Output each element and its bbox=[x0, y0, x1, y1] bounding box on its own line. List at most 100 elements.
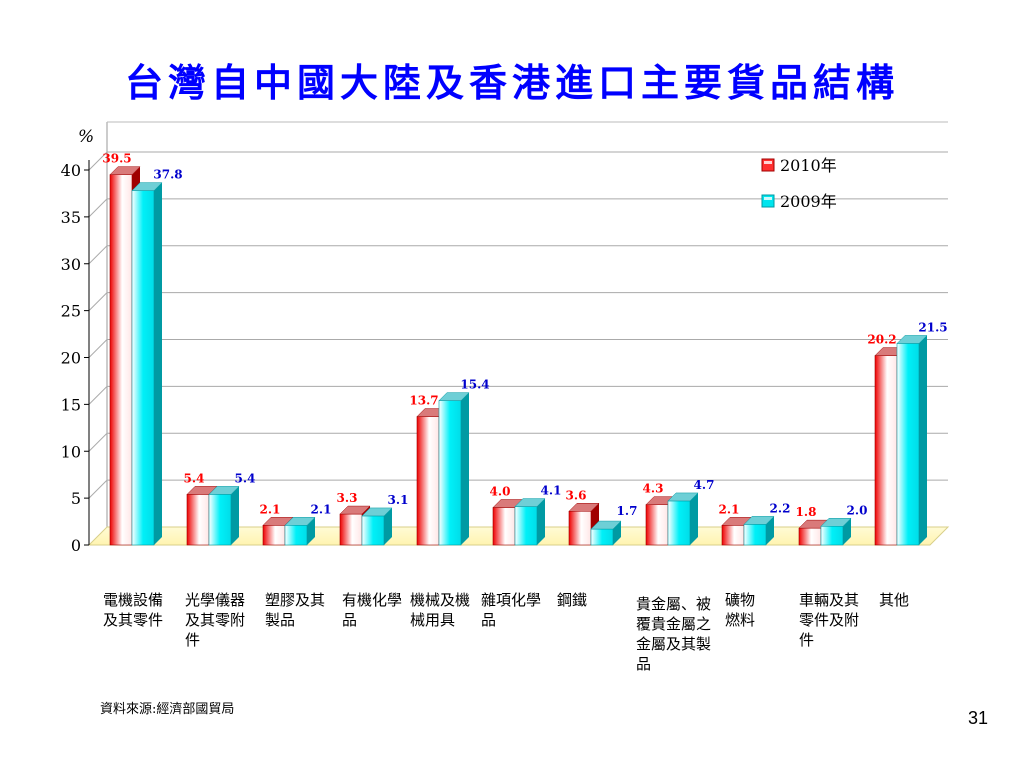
bar-2009 bbox=[667, 492, 699, 546]
gridline-diag bbox=[88, 151, 108, 171]
page-number: 31 bbox=[967, 708, 988, 728]
bar-2009 bbox=[131, 182, 163, 546]
source-note: 資料來源:經濟部國貿局 bbox=[100, 702, 235, 717]
bar-2009 bbox=[820, 518, 852, 546]
x-category-label: 有機化學品 bbox=[342, 591, 403, 629]
bar-front bbox=[186, 494, 210, 546]
data-label: 3.1 bbox=[388, 493, 409, 507]
data-label: 4.1 bbox=[541, 484, 562, 498]
bar-top bbox=[284, 517, 316, 526]
bar-2009 bbox=[743, 516, 775, 546]
bar-2009 bbox=[438, 392, 470, 546]
bar-side bbox=[766, 516, 774, 545]
bar-front bbox=[820, 525, 844, 546]
data-label: 20.2 bbox=[867, 333, 896, 347]
y-tick-label: 5 bbox=[71, 489, 81, 508]
bar-side bbox=[384, 507, 392, 545]
y-tick-label: 0 bbox=[71, 536, 81, 555]
data-label: 4.3 bbox=[643, 482, 664, 496]
bar-2009 bbox=[896, 335, 928, 546]
legend-item: 2009年 bbox=[761, 192, 837, 211]
data-label: 4.0 bbox=[490, 485, 511, 499]
bar-2009 bbox=[514, 498, 546, 546]
bar-side bbox=[307, 517, 315, 545]
y-tick-label: 20 bbox=[61, 349, 81, 368]
gridline-diag bbox=[88, 386, 108, 405]
bar-front bbox=[896, 343, 920, 546]
y-tick-label: 10 bbox=[61, 442, 81, 461]
bar-front bbox=[262, 525, 286, 546]
data-label: 37.8 bbox=[153, 168, 182, 182]
y-axis-unit: % bbox=[78, 127, 94, 147]
data-label: 2.1 bbox=[719, 502, 740, 516]
bar-top bbox=[743, 516, 775, 525]
data-label: 13.7 bbox=[409, 394, 438, 408]
legend: 2010年 2009年 bbox=[761, 156, 837, 211]
bar-front bbox=[721, 525, 745, 546]
x-category-label: 塑膠及其製品 bbox=[265, 591, 326, 629]
bar-top bbox=[438, 392, 470, 401]
data-label: 1.7 bbox=[617, 504, 638, 518]
bar-front bbox=[568, 510, 592, 546]
bar-front bbox=[645, 504, 669, 546]
y-tick-label: 40 bbox=[61, 161, 81, 180]
bar-front bbox=[109, 174, 133, 546]
bar-front bbox=[284, 525, 308, 546]
y-axis: 0 5 10 15 20 25 30 35 40 bbox=[61, 160, 90, 555]
x-category-label: 光學儀器及其零附件 bbox=[185, 591, 246, 649]
legend-item: 2010年 bbox=[761, 156, 837, 175]
x-category-label: 其他 bbox=[879, 591, 910, 609]
bar-top bbox=[896, 335, 928, 344]
legend-swatch bbox=[761, 158, 775, 172]
bar-front bbox=[438, 400, 462, 546]
x-category-label: 雜項化學品 bbox=[481, 591, 542, 629]
bar-top bbox=[361, 507, 393, 517]
x-category-label: 車輛及其零件及附件 bbox=[799, 591, 860, 649]
bar-top bbox=[820, 518, 852, 527]
data-label: 2.2 bbox=[770, 501, 791, 515]
bar-front bbox=[208, 494, 232, 546]
data-label: 3.3 bbox=[337, 491, 358, 505]
x-category-label: 礦物燃料 bbox=[725, 591, 756, 629]
data-label: 21.5 bbox=[918, 320, 947, 334]
data-label: 2.0 bbox=[847, 503, 868, 517]
bar-top bbox=[131, 182, 163, 191]
legend-label: 2010年 bbox=[780, 156, 837, 175]
legend-label: 2009年 bbox=[780, 192, 837, 211]
bar-side bbox=[919, 335, 927, 545]
data-labels: 39.5 37.8 5.4 5.4 2.1 2.1 3.3 3.1 13.7 15.4 4.0 4.1… bbox=[102, 152, 947, 519]
gridline-diag bbox=[88, 198, 108, 218]
bar-top bbox=[590, 520, 622, 530]
bar-side bbox=[537, 498, 545, 545]
x-category-label: 貴金屬、被覆貴金屬之金屬及其製品 bbox=[636, 595, 712, 673]
gridlines bbox=[88, 121, 948, 499]
bar-side bbox=[461, 392, 469, 545]
x-category-label: 電機設備及其零件 bbox=[103, 591, 164, 629]
gridline-diag bbox=[88, 245, 108, 265]
x-category-label: 鋼鐵 bbox=[557, 591, 588, 609]
gridline-diag bbox=[88, 339, 108, 358]
data-label: 5.4 bbox=[235, 471, 256, 485]
y-tick-label: 25 bbox=[61, 302, 81, 321]
bar-2009 bbox=[361, 507, 393, 546]
data-label: 39.5 bbox=[102, 152, 131, 166]
bar-front bbox=[590, 528, 614, 546]
bar-top bbox=[568, 503, 600, 512]
bar-top bbox=[667, 492, 699, 502]
bar-top bbox=[514, 498, 546, 507]
bar-2009 bbox=[590, 520, 622, 546]
bar-side bbox=[231, 486, 239, 545]
bar-top bbox=[208, 486, 240, 495]
bars bbox=[109, 166, 928, 546]
bar-side bbox=[613, 521, 621, 545]
slide-title: 台灣自中國大陸及香港進口主要貨品結構 bbox=[124, 60, 899, 105]
bar-top bbox=[339, 505, 371, 515]
bar-2009 bbox=[208, 486, 240, 546]
y-tick-label: 30 bbox=[61, 255, 81, 274]
data-label: 4.7 bbox=[694, 478, 715, 492]
bar-front bbox=[743, 524, 767, 546]
x-category-label: 機械及機械用具 bbox=[410, 591, 471, 629]
bar-side bbox=[154, 182, 162, 545]
data-label: 15.4 bbox=[460, 378, 489, 392]
